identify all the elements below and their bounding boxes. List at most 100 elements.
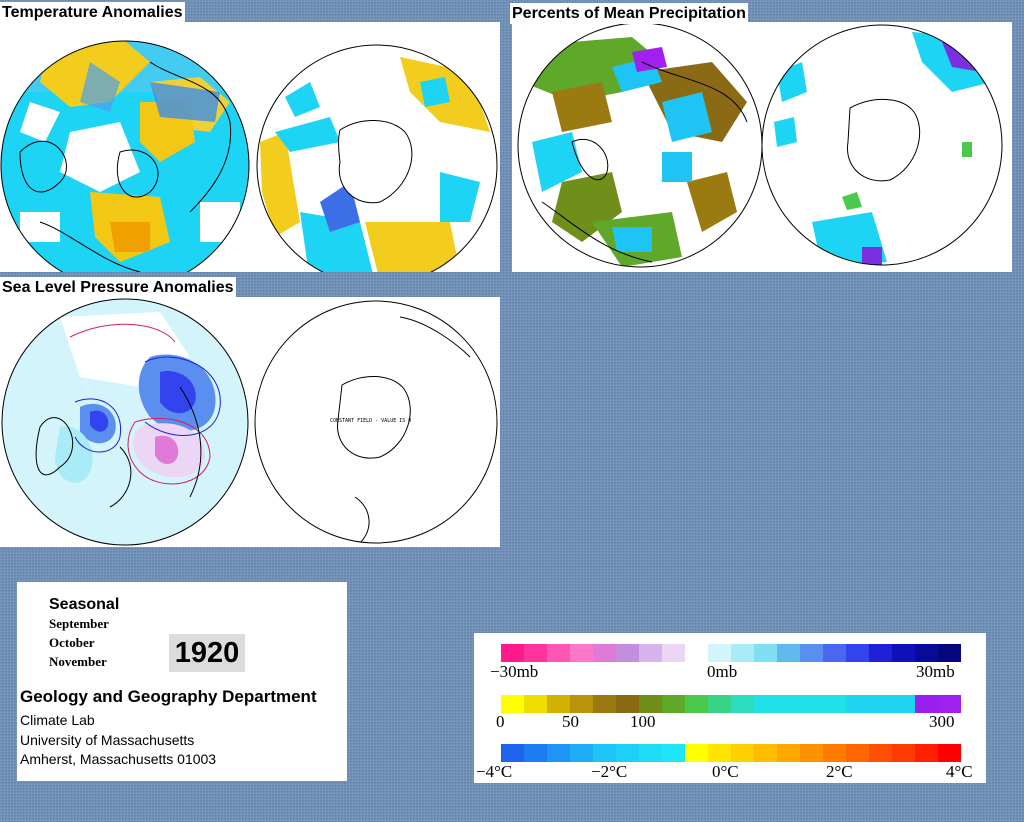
temperature-panel [0,22,500,272]
temperature-swatch-12 [777,744,800,762]
pressure-swatch-3 [570,644,593,662]
precipitation-color-bar [501,695,961,713]
pressure-color-bar [501,644,961,662]
precipitation-swatch-19 [938,695,961,713]
temperature-swatch-2 [547,744,570,762]
precipitation-swatch-17 [892,695,915,713]
precipitation-swatch-16 [869,695,892,713]
precipitation-maps [517,22,1003,268]
precipitation-swatch-10 [731,695,754,713]
pressure-swatch-17 [892,644,915,662]
temperature-maps [0,40,498,272]
precipitation-swatch-3 [570,695,593,713]
precipitation-north-globe [518,23,762,267]
temp-label-plus2: 2°C [826,762,853,781]
temperature-swatch-17 [892,744,915,762]
pressure-swatch-0 [501,644,524,662]
precip-label-0: 0 [496,712,505,731]
precipitation-swatch-14 [823,695,846,713]
precipitation-swatch-6 [639,695,662,713]
month-1: September [49,616,109,631]
precipitation-swatch-9 [708,695,731,713]
pressure-label-max: 30mb [916,662,955,681]
temp-label-plus4: 4°C [946,762,973,781]
temperature-swatch-3 [570,744,593,762]
temperature-swatch-18 [915,744,938,762]
pressure-swatch-10 [731,644,754,662]
year-badge: 1920 [169,634,245,672]
temperature-swatch-16 [869,744,892,762]
temperature-swatch-1 [524,744,547,762]
pressure-swatch-14 [823,644,846,662]
precipitation-swatch-18 [915,695,938,713]
precipitation-swatch-12 [777,695,800,713]
precipitation-swatch-8 [685,695,708,713]
pressure-label-min: −30mb [490,662,539,681]
pressure-title: Sea Level Pressure Anomalies [0,277,236,298]
temperature-swatch-14 [823,744,846,762]
temperature-swatch-7 [662,744,685,762]
temperature-swatch-10 [731,744,754,762]
precipitation-swatch-7 [662,695,685,713]
pressure-maps [1,298,498,546]
month-2: October [49,635,95,650]
pressure-swatch-2 [547,644,570,662]
temperature-color-bar [501,744,961,762]
precipitation-swatch-5 [616,695,639,713]
precipitation-swatch-0 [501,695,524,713]
constant-field-label: CONSTANT FIELD - VALUE IS 0 [330,418,412,424]
temperature-swatch-0 [501,744,524,762]
precipitation-swatch-1 [524,695,547,713]
precipitation-swatch-13 [800,695,823,713]
address-line-1: Climate Lab [20,712,95,728]
pressure-north-globe [2,299,248,545]
pressure-label-zero: 0mb [707,662,738,681]
pressure-panel: CONSTANT FIELD - VALUE IS 0 [0,297,500,547]
precipitation-swatch-2 [547,695,570,713]
pressure-swatch-7 [662,644,685,662]
info-box: Seasonal September October November 1920… [17,582,347,781]
temperature-swatch-19 [938,744,961,762]
precipitation-swatch-4 [593,695,616,713]
temperature-title: Temperature Anomalies [0,2,185,23]
temperature-south-globe [257,45,497,272]
address-line-3: Amherst, Massachusetts 01003 [20,751,217,767]
temperature-swatch-5 [616,744,639,762]
pressure-swatch-8 [685,644,708,662]
pressure-swatch-9 [708,644,731,662]
pressure-swatch-4 [593,644,616,662]
temp-label-minus2: −2°C [591,762,628,781]
pressure-swatch-11 [754,644,777,662]
department-name: Geology and Geography Department [20,687,317,706]
pressure-swatch-13 [800,644,823,662]
precipitation-title: Percents of Mean Precipitation [510,3,748,24]
pressure-swatch-19 [938,644,961,662]
address-line-2: University of Massachusetts [20,732,195,748]
precipitation-south-globe [762,25,1002,265]
temperature-swatch-8 [685,744,708,762]
pressure-swatch-6 [639,644,662,662]
precip-label-100: 100 [630,712,656,731]
pressure-swatch-18 [915,644,938,662]
color-legend: −30mb 0mb 30mb 0 50 100 300 −4°C −2°C 0°… [474,633,986,783]
season-label: Seasonal [49,596,120,613]
temperature-swatch-6 [639,744,662,762]
precip-label-50: 50 [562,712,579,731]
pressure-swatch-12 [777,644,800,662]
temp-label-minus4: −4°C [476,762,513,781]
temperature-swatch-11 [754,744,777,762]
precip-label-300: 300 [929,712,955,731]
pressure-swatch-15 [846,644,869,662]
pressure-south-globe [255,301,497,543]
temperature-north-globe [1,41,249,272]
precipitation-swatch-15 [846,695,869,713]
temperature-swatch-9 [708,744,731,762]
precipitation-panel [512,22,1012,272]
precipitation-swatch-11 [754,695,777,713]
temperature-swatch-15 [846,744,869,762]
pressure-swatch-1 [524,644,547,662]
temperature-swatch-4 [593,744,616,762]
month-3: November [49,654,107,669]
pressure-swatch-5 [616,644,639,662]
temperature-swatch-13 [800,744,823,762]
